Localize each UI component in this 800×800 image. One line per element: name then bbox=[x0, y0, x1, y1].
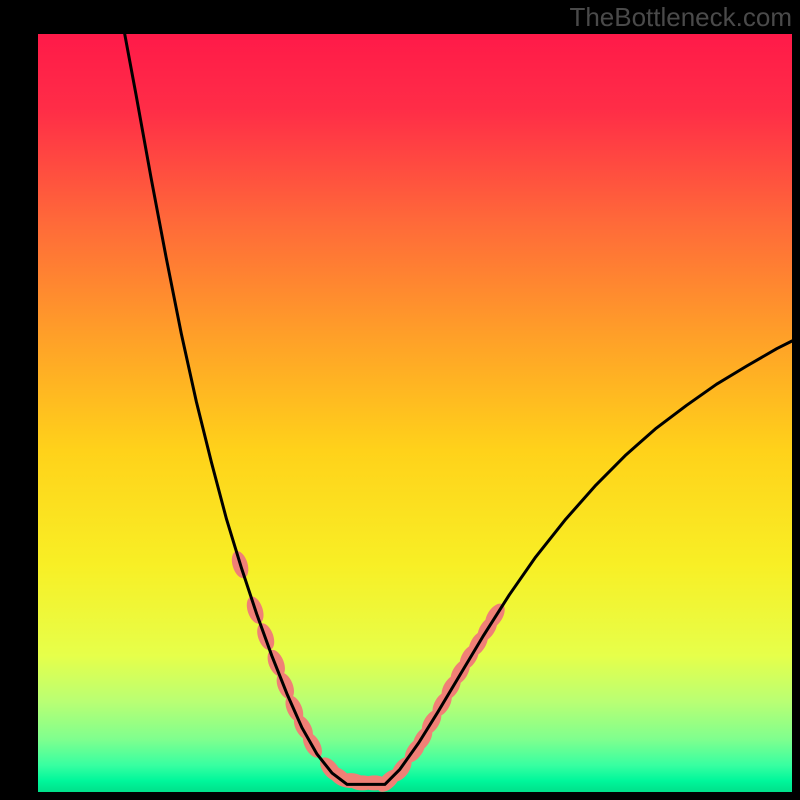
chart-gradient-background bbox=[38, 34, 792, 792]
bottleneck-chart bbox=[0, 0, 800, 800]
watermark-text: TheBottleneck.com bbox=[569, 2, 792, 33]
chart-frame: TheBottleneck.com bbox=[0, 0, 800, 800]
